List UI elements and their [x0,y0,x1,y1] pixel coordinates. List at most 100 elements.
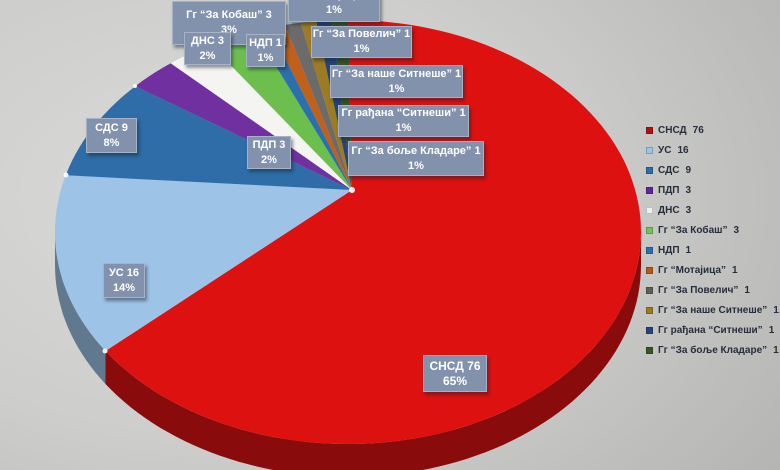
data-label-text: Гг “За Кобаш” 3 [186,9,272,21]
legend-item-gg-za-nase-sitnese[interactable]: Гг “За наше Ситнеше” 1 [646,300,779,320]
legend-label: УС [658,144,672,156]
pie-slice-gg-za-kobas[interactable] [210,31,352,190]
pie-slice-us[interactable] [55,175,352,351]
legend-value: 76 [692,124,704,136]
legend-value: 1 [768,324,775,336]
legend-value: 16 [677,144,689,156]
legend-label: Гг “За наше Ситнеше” [658,304,768,316]
data-label-text: Гг “За наше Ситнеше” 1 [331,67,462,80]
data-label-percent: 2% [199,49,216,62]
legend-label: Гг “За Кобаш” [658,224,728,236]
leader-dot [63,172,69,178]
legend-swatch-icon [646,306,653,314]
legend-item-gg-motajica[interactable]: Гг “Мотајица” 1 [646,260,778,280]
data-label-text: Гг рађана “Ситнеши” 1 [341,107,466,119]
pie-slice-snsd[interactable] [105,20,642,444]
data-label-percent: 14% [112,281,136,294]
data-label-snsd[interactable]: СНСД 76 65% [423,355,487,392]
legend-swatch-icon [646,286,653,294]
legend-item-snsd[interactable]: СНСД 76 [646,120,778,140]
legend-swatch-icon [646,266,653,274]
data-label-text: ДНС 3 [191,34,224,47]
legend-item-gg-za-povelic[interactable]: Гг “За Повелич” 1 [646,280,778,300]
legend-swatch-icon [646,146,653,154]
data-label-gg-za-nase-sitnese[interactable]: Гг “За наше Ситнеше” 1 1% [330,65,463,98]
data-label-text: ПДП 3 [252,138,286,151]
data-label-sds[interactable]: СДС 9 8% [86,118,137,153]
legend-value: 3 [685,204,692,216]
legend-label: ПДП [658,184,680,196]
data-label-percent: 65% [442,373,468,388]
legend-item-dns[interactable]: ДНС 3 [646,200,778,220]
data-label-percent: 1% [257,51,274,64]
data-label-percent: 8% [103,136,120,149]
data-label-gg-za-bolje-kladare[interactable]: Гг “За боље Кладаре” 1 1% [348,141,484,176]
data-label-text: Гг “Мотајица” 1 [292,0,376,3]
legend-label: Гг “За боље Кладаре” [658,344,768,356]
legend-value: 3 [685,184,692,196]
data-label-dns[interactable]: ДНС 3 2% [184,32,231,65]
legend-swatch-icon [646,346,653,354]
pie-slice-side-us[interactable] [55,232,106,384]
legend-value: 1 [732,264,738,276]
legend-value: 3 [733,224,740,236]
leader-dot [133,84,137,88]
data-label-ndp[interactable]: НДП 1 1% [246,34,285,67]
legend-value: 1 [744,284,750,296]
data-label-percent: 1% [408,159,424,172]
data-label-text: Гг “За Повелич” 1 [312,28,411,40]
legend-swatch-icon [646,126,653,134]
legend-swatch-icon [646,326,653,334]
data-label-pdp[interactable]: ПДП 3 2% [247,136,291,169]
data-label-percent: 1% [353,43,370,55]
legend-value: 9 [685,164,691,176]
data-label-text: УС 16 [108,266,140,279]
legend-label: ДНС [658,204,680,216]
pie-slice-gg-motajica[interactable] [269,25,352,190]
pie-slice-gg-za-povelic[interactable] [285,22,352,190]
leader-dot [102,348,108,354]
legend-swatch-icon [646,186,653,194]
legend-item-ndp[interactable]: НДП 1 [646,240,778,260]
pie-slice-gg-radjana-sitnesi[interactable] [316,20,352,190]
legend-label: НДП [658,244,680,256]
data-label-text: Гг “За боље Кладаре” 1 [351,144,481,157]
legend-item-gg-za-bolje-kladare[interactable]: Гг “За боље Кладаре” 1 [646,340,779,360]
legend-value: 1 [773,304,779,316]
pie-slice-gg-za-nase-sitnese[interactable] [300,21,352,191]
data-label-text: СНСД 76 [429,358,481,373]
legend-item-pdp[interactable]: ПДП 3 [646,180,778,200]
legend-item-gg-za-kobas[interactable]: Гг “За Кобаш” 3 [646,220,778,240]
data-label-us[interactable]: УС 16 14% [103,263,145,298]
legend-label: Гг “Мотајица” [658,264,727,276]
legend-value: 1 [685,244,692,256]
legend-swatch-icon [646,166,653,174]
data-label-gg-motajica[interactable]: Гг “Мотајица” 1 1% [288,0,380,22]
legend-value: 1 [773,344,779,356]
pie-slice-dns[interactable] [170,44,352,191]
pie-slice-side-snsd[interactable] [105,232,642,470]
data-label-percent: 1% [395,122,412,134]
legend-swatch-icon [646,246,653,254]
legend-item-gg-radjana-sitnesi[interactable]: Гг рађана “Ситнеши” 1 [646,320,778,340]
pie-slice-pdp[interactable] [135,63,352,191]
legend-label: Гг рађана “Ситнеши” [658,324,763,336]
data-label-text: СДС 9 [95,121,128,134]
legend-label: СНСД [658,124,687,136]
legend-label: Гг “За Повелич” [658,284,739,296]
leader-dot [349,187,355,193]
legend-swatch-icon [646,226,653,234]
data-label-percent: 1% [388,82,405,95]
data-label-text: НДП 1 [249,36,282,49]
data-label-percent: 2% [261,153,277,166]
data-label-percent: 1% [326,4,342,16]
legend-swatch-icon [646,206,653,214]
data-label-gg-radjana-sitnesi[interactable]: Гг рађана “Ситнеши” 1 1% [338,105,469,137]
legend-label: СДС [658,164,680,176]
chart-legend: СНСД 76 УС 16 СДС 9 ПДП 3 ДНС 3 Гг “За К… [646,120,779,360]
legend-item-sds[interactable]: СДС 9 [646,160,778,180]
legend-item-us[interactable]: УС 16 [646,140,778,160]
data-label-gg-za-povelic[interactable]: Гг “За Повелич” 1 1% [311,26,412,58]
pie-slice-ndp[interactable] [254,27,352,191]
